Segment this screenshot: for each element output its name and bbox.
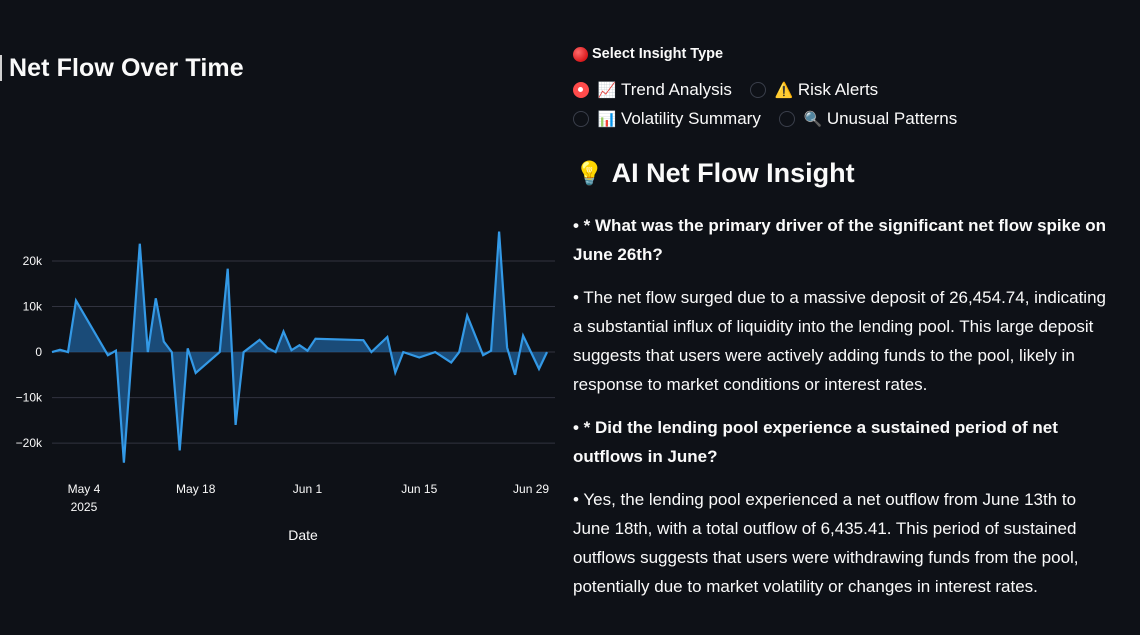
insight-question: • * Did the lending pool experience a su…: [573, 418, 1058, 466]
title-marker: [0, 55, 2, 81]
radio-row-1: 📈 Trend Analysis ⚠️ Risk Alerts: [573, 80, 896, 100]
y-axis-ticks: 20k 10k 0 −10k −20k: [16, 254, 43, 450]
light-bulb-icon: 💡: [575, 160, 604, 186]
insight-list: • * What was the primary driver of the s…: [573, 211, 1113, 615]
net-flow-chart[interactable]: 20k 10k 0 −10k −20k May 4 2025 May 18 Jun 1 Jun …: [0, 200, 560, 560]
radio-button[interactable]: [573, 111, 589, 127]
radio-button-checked[interactable]: [573, 82, 589, 98]
bar-chart-icon: 📊: [597, 111, 617, 128]
y-tick-label: 0: [35, 345, 42, 359]
radio-button[interactable]: [749, 82, 766, 98]
data-points: [51, 231, 548, 463]
chart-title: Net Flow Over Time: [9, 53, 244, 82]
left-pane: Net Flow Over Time 20k 10k 0 −10k −20k May 4…: [0, 0, 560, 635]
insight-heading-text: AI Net Flow Insight: [611, 158, 855, 188]
x-tick-label: Jun 29: [513, 482, 549, 496]
net-flow-area: [52, 231, 547, 463]
red-circle-icon: [573, 46, 588, 62]
y-tick-label: −20k: [16, 436, 43, 450]
radio-label: Unusual Patterns: [826, 109, 958, 128]
radio-row-2: 📊 Volatility Summary 🔍 Unusual Patterns: [573, 109, 975, 129]
chart-increasing-icon: 📈: [597, 82, 617, 99]
insight-type-label-text: Select Insight Type: [592, 46, 724, 62]
y-tick-label: −10k: [16, 391, 43, 405]
x-tick-label: May 4: [68, 482, 101, 496]
x-tick-sublabel: 2025: [71, 500, 98, 514]
x-axis-ticks: May 4 2025 May 18 Jun 1 Jun 15 Jun 29: [68, 482, 550, 514]
warning-icon: ⚠️: [774, 82, 794, 99]
magnifier-icon: 🔍: [803, 111, 823, 128]
radio-risk-alerts[interactable]: ⚠️ Risk Alerts: [749, 80, 879, 100]
radio-label: Trend Analysis: [621, 80, 732, 99]
insight-heading: 💡 AI Net Flow Insight: [575, 158, 855, 189]
insight-question: • * What was the primary driver of the s…: [573, 216, 1107, 264]
x-tick-label: Jun 15: [401, 482, 437, 496]
insight-answer: • Yes, the lending pool experienced a ne…: [573, 490, 1079, 596]
radio-volatility-summary[interactable]: 📊 Volatility Summary: [573, 109, 761, 129]
insight-type-label: Select Insight Type: [573, 46, 723, 62]
radio-button[interactable]: [778, 111, 795, 127]
insight-answer: • The net flow surged due to a massive d…: [573, 288, 1106, 394]
x-tick-label: Jun 1: [293, 482, 323, 496]
radio-label: Risk Alerts: [797, 80, 879, 99]
y-tick-label: 10k: [23, 300, 43, 314]
x-axis-title: Date: [288, 527, 318, 543]
radio-unusual-patterns[interactable]: 🔍 Unusual Patterns: [778, 109, 958, 129]
radio-label: Volatility Summary: [621, 109, 761, 128]
chart-header: Net Flow Over Time: [0, 50, 244, 86]
y-tick-label: 20k: [23, 254, 43, 268]
x-tick-label: May 18: [176, 482, 216, 496]
radio-trend-analysis[interactable]: 📈 Trend Analysis: [573, 80, 732, 100]
